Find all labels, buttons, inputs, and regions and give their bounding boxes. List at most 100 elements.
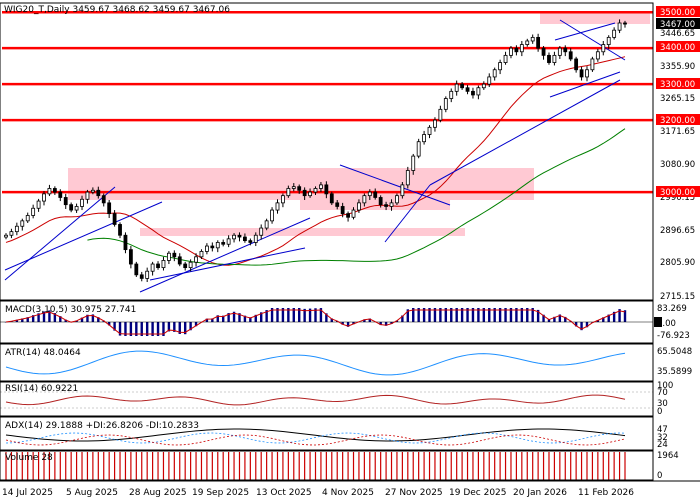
volume-bar [244, 452, 246, 480]
macd-bar [558, 314, 562, 322]
candle-body [541, 47, 546, 56]
candle-body [514, 47, 519, 53]
macd-bar [292, 308, 295, 322]
volume-bar [271, 452, 273, 480]
price-tick: 3355.90 [660, 62, 695, 72]
macd-bar [53, 313, 57, 322]
candle-body [221, 242, 226, 245]
volume-bar [336, 452, 338, 480]
volume-bar [461, 452, 463, 480]
volume-bar [352, 452, 355, 480]
volume-bar [190, 452, 192, 480]
macd-bar [450, 308, 453, 322]
macd-bar [341, 322, 344, 325]
price-tick: 3446.65 [660, 29, 695, 39]
volume-bar [602, 452, 604, 480]
macd-bar [42, 311, 46, 322]
candle-body [329, 193, 334, 204]
macd-bar [145, 322, 149, 336]
candle-body [90, 189, 95, 193]
macd-bar [205, 318, 209, 322]
volume-bar [43, 452, 45, 480]
volume-bar [211, 452, 213, 480]
candle-body [20, 220, 25, 227]
macd-bar [156, 322, 160, 336]
volume-bar [494, 452, 496, 480]
candle-body [362, 195, 367, 204]
volume-bar [309, 452, 311, 480]
macd-bar [59, 316, 62, 322]
volume-bar [488, 452, 490, 480]
volume-bar [466, 452, 469, 480]
macd-bar [129, 322, 133, 336]
date-tick: 19 Dec 2025 [449, 488, 507, 498]
candle-body [9, 231, 14, 236]
macd-bar [303, 308, 306, 322]
volume-bar [233, 452, 235, 480]
volume-bar [179, 452, 181, 480]
candle-body [118, 224, 122, 236]
volume-bar [608, 452, 610, 480]
candle-body [449, 90, 454, 99]
candle-body [101, 195, 106, 204]
candle-body [465, 87, 470, 92]
trendline [149, 247, 306, 281]
level-label-3200: 3200.00 [660, 116, 695, 126]
date-tick: 5 Aug 2025 [66, 488, 118, 498]
candle-body [335, 202, 340, 207]
volume-bar [48, 452, 51, 480]
current-price-box [656, 18, 700, 29]
macd-bar [26, 317, 29, 322]
candle-body [487, 76, 492, 85]
macd-bar [520, 308, 524, 322]
macd-bar [298, 308, 301, 322]
volume-bar [217, 452, 219, 480]
candle-body [156, 263, 160, 269]
candle-body [210, 245, 215, 249]
candle-body [264, 220, 269, 229]
volume-bar [65, 452, 67, 480]
macd-axis-zero: 0.00 [657, 319, 676, 329]
trendlines [4, 19, 626, 293]
candle-body [519, 44, 524, 53]
candle-body [563, 47, 568, 53]
indicator-panel-frame [0, 343, 654, 382]
candle-body [69, 204, 74, 211]
level-box-3000 [656, 186, 700, 197]
date-tick: 19 Sep 2025 [192, 488, 249, 498]
indicator-panel-frame [0, 450, 654, 481]
macd-signal-line [5, 309, 626, 335]
adx-line [5, 428, 626, 442]
macd-bar [623, 310, 627, 322]
volume-bar [363, 452, 365, 480]
candle-body [128, 249, 133, 265]
volume-axis-top: 1964 [657, 451, 679, 461]
candle-body [31, 207, 36, 216]
volume-bar [374, 452, 376, 480]
macd-bar [493, 308, 496, 322]
volume-bar [152, 452, 154, 480]
candle-body [481, 83, 486, 89]
volume-bar [113, 452, 116, 480]
volume-bar [228, 452, 230, 480]
macd-bar [352, 322, 355, 325]
candle-body [25, 215, 30, 222]
indicator-panels [0, 308, 653, 480]
ma-slow-line [87, 128, 626, 266]
volume-bar [325, 452, 327, 480]
candle-body [248, 240, 253, 243]
candle-body [270, 209, 274, 222]
candle-body [460, 83, 465, 89]
macd-bar [428, 308, 431, 322]
date-axis: 14 Jul 2025 5 Aug 2025 28 Aug 2025 19 Se… [2, 488, 634, 498]
macd-bar [553, 316, 556, 322]
candle-body [58, 191, 63, 198]
macd-label: MACD(3,10,5) 30.975 27.741 [5, 305, 136, 315]
volume-bar [206, 452, 208, 480]
price-panel-frame [0, 2, 654, 301]
macd-bar [97, 317, 100, 322]
date-tick: 13 Oct 2025 [256, 488, 312, 498]
trendline [4, 186, 116, 281]
